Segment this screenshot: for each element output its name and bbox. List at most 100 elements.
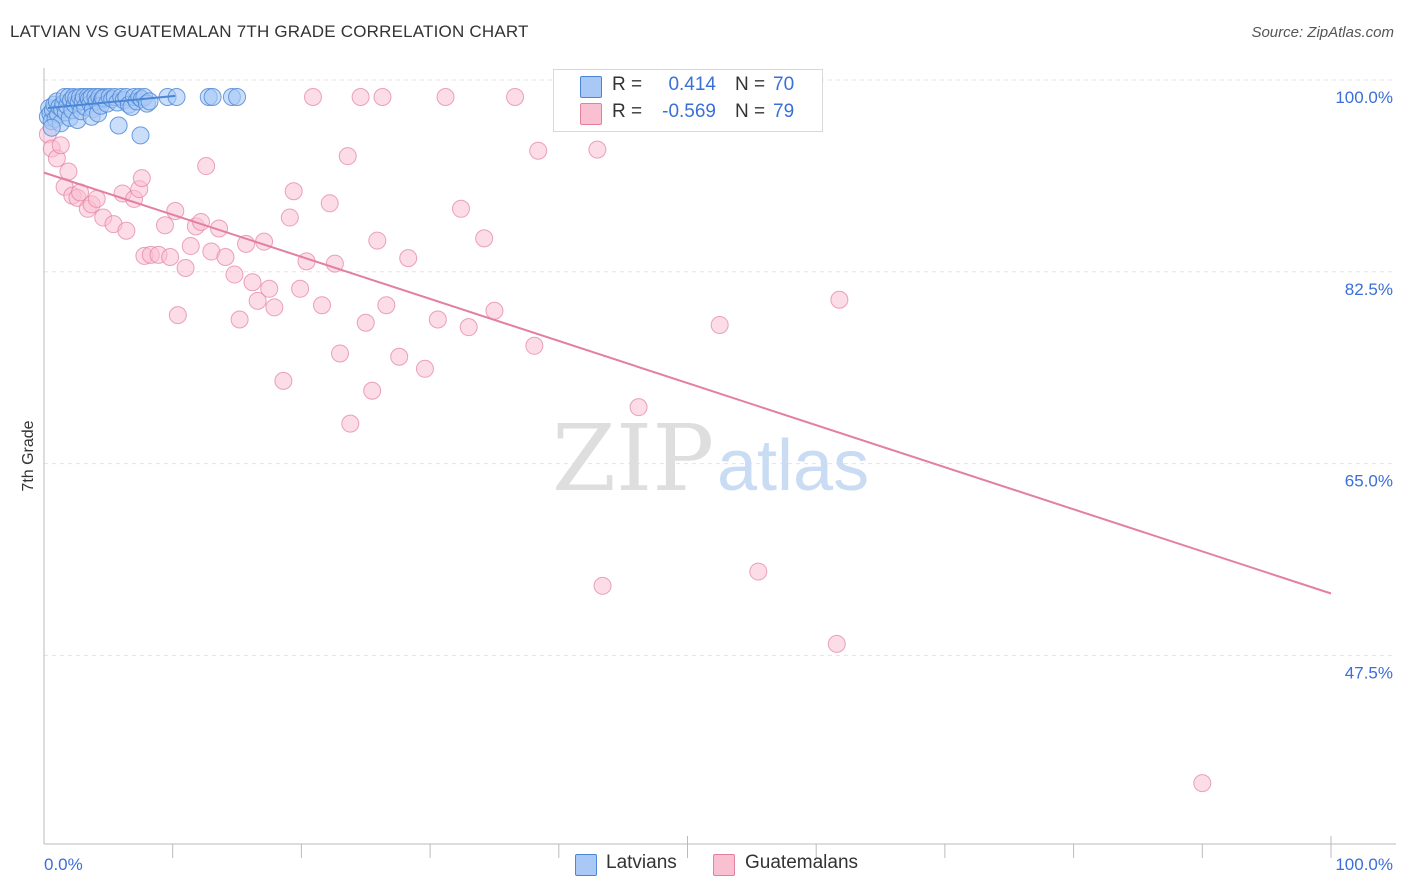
latvians-point — [109, 116, 128, 135]
guatemalans-point — [428, 310, 447, 329]
guatemalans-point — [166, 201, 185, 220]
guatemalans-point — [155, 216, 174, 235]
guatemalans-point — [485, 301, 504, 320]
guatemalans-point — [525, 336, 544, 355]
guatemalans-point — [176, 258, 195, 277]
guatemalans-point — [629, 398, 648, 417]
x-ticks — [172, 836, 1332, 858]
guatemalans-point — [529, 141, 548, 160]
guatemalans-point — [161, 248, 180, 267]
bottom-latvians-swatch — [575, 854, 597, 876]
stats-legend: R = 0.414 N = 70 R = -0.569 N = 79 — [553, 69, 823, 132]
watermark: ZIP atlas — [552, 405, 869, 512]
gridlines — [44, 79, 1396, 656]
latvians-point — [140, 92, 159, 111]
guatemalans-point — [830, 290, 849, 309]
axes — [43, 68, 1396, 845]
guatemalans-point — [341, 414, 360, 433]
guatemalans-point — [291, 279, 310, 298]
guatemalans-point — [216, 248, 235, 267]
guatemalans-n-value: 79 — [773, 101, 795, 122]
guatemalans-point — [331, 344, 350, 363]
latvians-point — [228, 88, 247, 106]
latvians-swatch — [580, 76, 602, 98]
guatemalans-point — [303, 88, 322, 106]
x-tick-label-max: 100.0% — [1335, 855, 1393, 874]
guatemalans-point — [710, 315, 729, 334]
guatemalans-point — [827, 634, 846, 653]
watermark-atlas: atlas — [717, 426, 869, 506]
guatemalans-point — [265, 298, 284, 317]
latvians-point — [42, 118, 61, 137]
guatemalans-point — [377, 296, 396, 315]
bottom-guatemalans-label: Guatemalans — [745, 852, 859, 873]
guatemalans-point — [356, 313, 375, 332]
guatemalans-point — [749, 562, 768, 581]
bottom-latvians-label: Latvians — [606, 852, 677, 873]
guatemalans-point — [320, 194, 339, 213]
guatemalans-point — [399, 249, 418, 268]
x-tick-label-min: 0.0% — [44, 855, 83, 874]
guatemalans-point — [132, 169, 151, 188]
guatemalans-point — [51, 136, 70, 155]
guatemalans-point — [588, 140, 607, 159]
y-tick-label: 47.5% — [1345, 663, 1393, 682]
guatemalans-point — [415, 359, 434, 378]
guatemalans-point — [363, 381, 382, 400]
latvians-point — [131, 126, 150, 145]
guatemalans-point — [506, 88, 525, 106]
guatemalans-point — [210, 219, 229, 238]
guatemalans-point — [368, 231, 387, 250]
latvians-points — [38, 88, 247, 145]
bottom-guatemalans-swatch — [713, 854, 735, 876]
guatemalans-point — [593, 576, 612, 595]
guatemalans-point — [230, 310, 249, 329]
guatemalans-point — [225, 265, 244, 284]
guatemalans-point — [459, 318, 478, 337]
guatemalans-point — [351, 88, 370, 106]
guatemalans-point — [451, 199, 470, 218]
latvians-n-value: 70 — [773, 74, 795, 95]
guatemalans-point — [117, 221, 136, 240]
guatemalans-r-label: R = — [612, 101, 643, 122]
latvians-trend-line — [47, 94, 176, 109]
guatemalans-point — [87, 189, 106, 208]
guatemalans-point — [325, 254, 344, 273]
guatemalans-point — [260, 279, 279, 298]
source-label: Source: ZipAtlas.com — [1251, 24, 1394, 41]
latvians-r-value: 0.414 — [668, 74, 716, 95]
guatemalans-point — [284, 182, 303, 201]
guatemalans-point — [59, 162, 78, 181]
guatemalans-swatch — [580, 103, 602, 125]
y-tick-label: 82.5% — [1345, 280, 1393, 299]
y-tick-label: 100.0% — [1335, 88, 1393, 107]
guatemalans-point — [436, 88, 455, 106]
guatemalans-n-label: N = — [735, 101, 766, 122]
latvians-n-label: N = — [735, 74, 766, 95]
guatemalans-point — [168, 306, 187, 325]
guatemalans-point — [243, 273, 262, 292]
y-axis-label: 7th Grade — [20, 420, 37, 491]
guatemalans-point — [338, 147, 357, 166]
guatemalans-point — [373, 88, 392, 106]
guatemalans-point — [280, 208, 299, 227]
guatemalans-points — [38, 88, 1212, 793]
watermark-zip: ZIP — [552, 405, 714, 512]
chart-title: LATVIAN VS GUATEMALAN 7TH GRADE CORRELAT… — [10, 22, 529, 41]
guatemalans-point — [248, 291, 267, 310]
trend-lines — [43, 94, 1332, 595]
guatemalans-trend-line — [43, 171, 1332, 595]
guatemalans-point — [312, 296, 331, 315]
guatemalans-point — [475, 229, 494, 248]
guatemalans-r-value: -0.569 — [662, 101, 716, 122]
y-tick-labels: 100.0% 82.5% 65.0% 47.5% — [1335, 88, 1393, 682]
latvians-r-label: R = — [612, 74, 643, 95]
guatemalans-point — [274, 371, 293, 390]
y-tick-label: 65.0% — [1345, 472, 1393, 491]
guatemalans-point — [1193, 774, 1212, 793]
guatemalans-point — [197, 157, 216, 176]
latvians-point — [203, 88, 222, 106]
guatemalans-point — [181, 237, 200, 256]
guatemalans-point — [390, 347, 409, 366]
